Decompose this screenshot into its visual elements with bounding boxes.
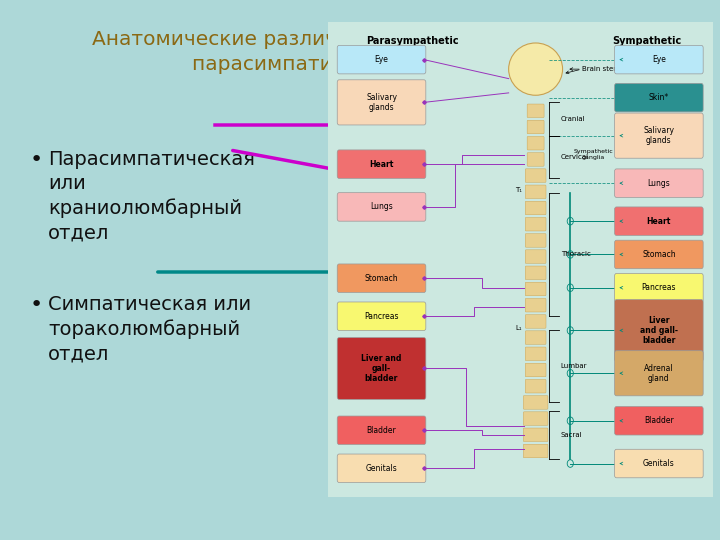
Text: •: •: [30, 150, 43, 170]
FancyBboxPatch shape: [337, 454, 426, 483]
Text: Eye: Eye: [374, 55, 389, 64]
Text: Genitals: Genitals: [643, 459, 675, 468]
Ellipse shape: [508, 43, 562, 95]
FancyBboxPatch shape: [615, 407, 703, 435]
FancyBboxPatch shape: [525, 299, 546, 312]
FancyBboxPatch shape: [525, 347, 546, 361]
Text: Genitals: Genitals: [366, 464, 397, 473]
Text: Pancreas: Pancreas: [364, 312, 399, 321]
Text: Lungs: Lungs: [370, 202, 393, 212]
Text: Heart: Heart: [369, 160, 394, 168]
Text: Bladder: Bladder: [644, 416, 674, 426]
Text: •: •: [30, 295, 43, 315]
FancyBboxPatch shape: [615, 45, 703, 74]
Text: Liver and
gall-
bladder: Liver and gall- bladder: [361, 354, 402, 383]
FancyBboxPatch shape: [525, 185, 546, 199]
Text: Парасимпатическая
или
краниолюмбарный
отдел: Парасимпатическая или краниолюмбарный от…: [48, 150, 255, 242]
Text: Parasympathetic: Parasympathetic: [366, 36, 459, 46]
Text: Sacral: Sacral: [561, 432, 582, 438]
Text: Thoracic: Thoracic: [561, 252, 590, 258]
Text: Симпатическая или
тораколюмбарный
отдел: Симпатическая или тораколюмбарный отдел: [48, 295, 251, 363]
FancyBboxPatch shape: [525, 331, 546, 345]
FancyBboxPatch shape: [337, 416, 426, 444]
Text: Lungs: Lungs: [647, 179, 670, 188]
FancyBboxPatch shape: [527, 120, 544, 134]
Text: Salivary
glands: Salivary glands: [644, 126, 675, 145]
FancyBboxPatch shape: [525, 218, 546, 231]
FancyBboxPatch shape: [527, 104, 544, 118]
FancyBboxPatch shape: [615, 83, 703, 112]
FancyBboxPatch shape: [525, 169, 546, 183]
Text: Heart: Heart: [647, 217, 671, 226]
FancyBboxPatch shape: [525, 201, 546, 215]
Text: Lumbar: Lumbar: [561, 363, 587, 369]
FancyBboxPatch shape: [523, 412, 548, 426]
Text: Brain stem: Brain stem: [582, 66, 620, 72]
FancyBboxPatch shape: [615, 207, 703, 235]
FancyBboxPatch shape: [615, 350, 703, 396]
FancyBboxPatch shape: [337, 45, 426, 74]
Text: Cranial: Cranial: [561, 116, 585, 122]
Text: Liver
and gall-
bladder: Liver and gall- bladder: [640, 315, 678, 346]
FancyBboxPatch shape: [328, 22, 713, 497]
Text: T₁: T₁: [515, 187, 522, 193]
FancyBboxPatch shape: [525, 315, 546, 328]
FancyBboxPatch shape: [337, 80, 426, 125]
FancyBboxPatch shape: [525, 250, 546, 264]
FancyBboxPatch shape: [525, 266, 546, 280]
FancyBboxPatch shape: [615, 449, 703, 478]
Text: Adrenal
gland: Adrenal gland: [644, 363, 674, 383]
FancyBboxPatch shape: [337, 338, 426, 400]
FancyBboxPatch shape: [523, 428, 548, 442]
Text: Анатомические различия между симпатической и
парасимпатической системами: Анатомические различия между симпатическ…: [91, 30, 629, 74]
FancyBboxPatch shape: [615, 300, 703, 361]
FancyBboxPatch shape: [527, 137, 544, 150]
FancyBboxPatch shape: [337, 302, 426, 330]
Text: Stomach: Stomach: [365, 274, 398, 283]
FancyBboxPatch shape: [337, 150, 426, 178]
FancyBboxPatch shape: [525, 282, 546, 296]
FancyBboxPatch shape: [615, 273, 703, 302]
Text: Eye: Eye: [652, 55, 666, 64]
Text: L₁: L₁: [516, 325, 522, 331]
FancyBboxPatch shape: [337, 193, 426, 221]
FancyBboxPatch shape: [525, 234, 546, 247]
Text: Bladder: Bladder: [366, 426, 397, 435]
Text: Sympathetic: Sympathetic: [613, 36, 682, 46]
Text: Cervical: Cervical: [561, 154, 589, 160]
FancyBboxPatch shape: [525, 363, 546, 377]
FancyBboxPatch shape: [615, 113, 703, 158]
FancyBboxPatch shape: [523, 444, 548, 458]
FancyBboxPatch shape: [527, 153, 544, 166]
FancyBboxPatch shape: [523, 396, 548, 409]
FancyBboxPatch shape: [615, 169, 703, 198]
FancyBboxPatch shape: [337, 264, 426, 293]
FancyBboxPatch shape: [615, 240, 703, 269]
Text: Sympathetic
ganglia: Sympathetic ganglia: [574, 149, 613, 160]
Text: Salivary
glands: Salivary glands: [366, 93, 397, 112]
Text: Pancreas: Pancreas: [642, 283, 676, 292]
Text: Stomach: Stomach: [642, 250, 675, 259]
FancyBboxPatch shape: [525, 380, 546, 393]
Text: Skin*: Skin*: [649, 93, 669, 102]
